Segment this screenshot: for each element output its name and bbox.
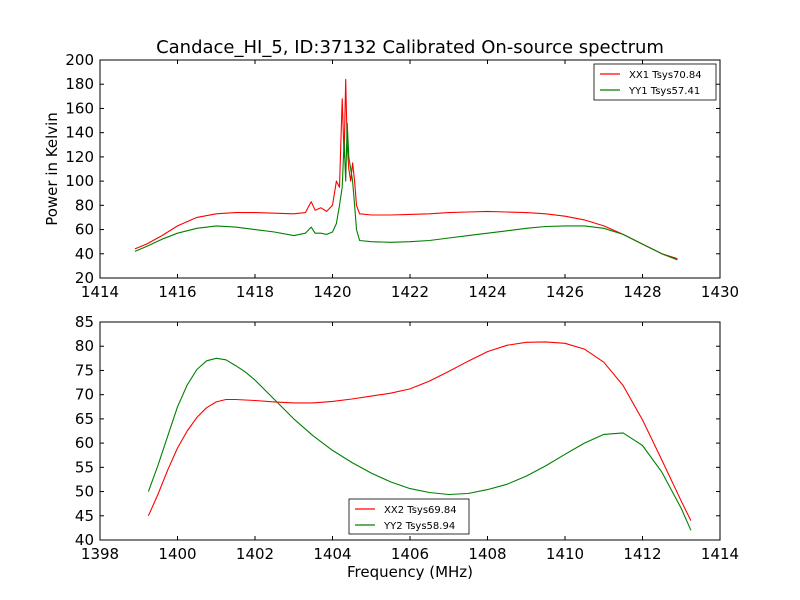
- x-tick-label: 1426: [546, 283, 584, 301]
- y-tick-label: 45: [75, 507, 94, 525]
- bottom-ticks: 1398 1400 1402 1404 1406 1408 1410 1412 1414 40 45…: [75, 313, 739, 563]
- x-tick-label: 1404: [313, 545, 351, 563]
- x-tick-label: 1430: [701, 283, 739, 301]
- y-tick-label: 40: [75, 245, 94, 263]
- x-tick-label: 1412: [623, 545, 661, 563]
- y-tick-label: 200: [65, 51, 94, 69]
- x-tick-label: 1398: [81, 545, 119, 563]
- x-tick-label: 1420: [313, 283, 351, 301]
- legend-label: YY2 Tsys58.94: [383, 521, 455, 532]
- x-tick-label: 1400: [158, 545, 196, 563]
- legend-label: XX2 Tsys69.84: [384, 505, 457, 516]
- chart-title: Candace_HI_5, ID:37132 Calibrated On-sou…: [156, 37, 664, 58]
- series-line-1: [134, 78, 678, 260]
- top-series-layer: [134, 78, 678, 261]
- y-tick-label: 85: [75, 313, 94, 331]
- bottom-legend: XX2 Tsys69.84 YY2 Tsys58.94: [348, 498, 470, 535]
- bottom-panel: 1398 1400 1402 1404 1406 1408 1410 1412 1414 40 45…: [75, 313, 739, 581]
- y-tick-label: 80: [75, 196, 94, 214]
- y-tick-label: 20: [75, 269, 94, 287]
- y-tick-label: 60: [75, 221, 94, 239]
- y-tick-label: 80: [75, 337, 94, 355]
- y-tick-label: 60: [75, 434, 94, 452]
- legend-box: [593, 63, 717, 101]
- top-legend: XX1 Tsys70.84 YY1 Tsys57.41: [593, 63, 717, 101]
- y-tick-label: 55: [75, 458, 94, 476]
- y-tick-label: 50: [75, 483, 94, 501]
- x-tick-label: 1414: [701, 545, 739, 563]
- top-panel: 1414 1416 1418 1420 1422 1424 1426 1428 1430 20 40…: [43, 51, 739, 301]
- x-tick-label: 1410: [546, 545, 584, 563]
- x-tick-label: 1414: [81, 283, 119, 301]
- series-line-1: [147, 341, 692, 521]
- top-ticks: 1414 1416 1418 1420 1422 1424 1426 1428 1430 20 40…: [65, 51, 739, 301]
- y-tick-label: 75: [75, 361, 94, 379]
- x-tick-label: 1406: [391, 545, 429, 563]
- legend-box: [348, 498, 470, 535]
- y-tick-label: 40: [75, 531, 94, 549]
- x-tick-label: 1402: [236, 545, 274, 563]
- x-tick-label: 1422: [391, 283, 429, 301]
- series-line-2: [147, 357, 692, 531]
- x-tick-label: 1428: [623, 283, 661, 301]
- x-tick-label: 1416: [158, 283, 196, 301]
- legend-label: YY1 Tsys57.41: [628, 86, 700, 97]
- y-tick-label: 140: [65, 124, 94, 142]
- x-tick-label: 1418: [236, 283, 274, 301]
- bottom-series-layer: [147, 341, 692, 531]
- y-tick-label: 65: [75, 410, 94, 428]
- y-tick-label: 100: [65, 172, 94, 190]
- x-tick-label: 1408: [468, 545, 506, 563]
- y-tick-label: 70: [75, 386, 94, 404]
- bottom-x-axis-label: Frequency (MHz): [347, 563, 473, 581]
- x-tick-label: 1424: [468, 283, 506, 301]
- series-line-2: [134, 122, 678, 261]
- legend-label: XX1 Tsys70.84: [629, 70, 702, 81]
- y-tick-label: 120: [65, 148, 94, 166]
- y-tick-label: 160: [65, 99, 94, 117]
- y-tick-label: 180: [65, 75, 94, 93]
- top-y-axis-label: Power in Kelvin: [43, 112, 61, 226]
